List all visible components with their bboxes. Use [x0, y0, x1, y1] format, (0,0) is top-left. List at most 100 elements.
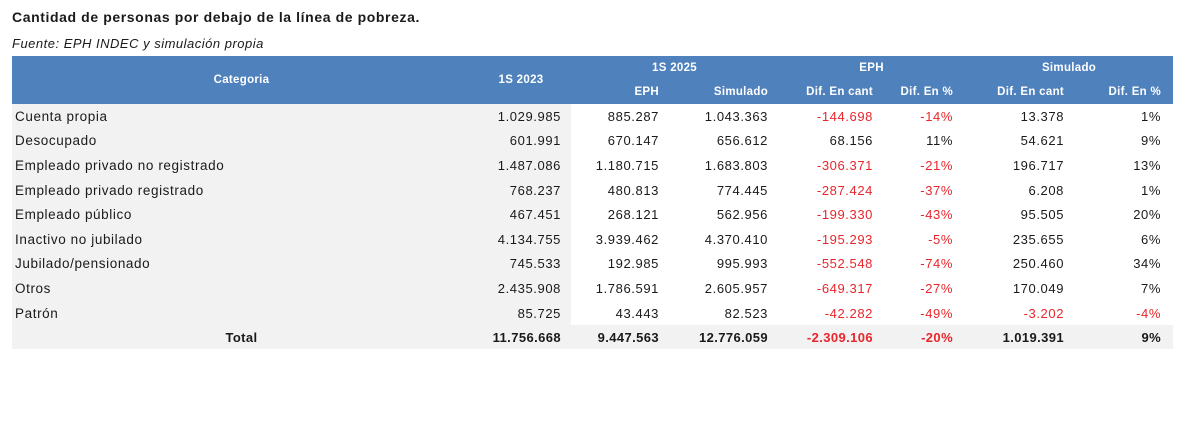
row-sim-dif-cant: 95.505: [1020, 207, 1065, 223]
row-simulado: 995.993: [716, 256, 769, 272]
table-row: Empleado público 467.451 268.121 562.956 -19…: [12, 202, 1173, 227]
row-categoria: Cuenta propia: [12, 104, 471, 129]
row-simulado: 2.605.957: [704, 280, 769, 296]
row-eph-dif-pct: -27%: [920, 280, 954, 296]
row-sim-dif-pct: 7%: [1141, 280, 1162, 296]
total-sim-dif-pct: 9%: [1074, 325, 1174, 350]
row-sim-dif-cant: 235.655: [1012, 231, 1065, 247]
row-1s-2023: 601.991: [471, 128, 571, 154]
table-row: Empleado privado no registrado 1.487.086 1…: [12, 153, 1173, 178]
row-eph-dif-cant: -306.371: [816, 157, 874, 173]
row-eph-dif-pct: -5%: [928, 231, 954, 247]
row-eph-dif-cant: -144.698: [816, 108, 874, 124]
total-1s-2023: 11.756.668: [471, 325, 571, 350]
header-eph: EPH: [571, 80, 669, 104]
row-eph-dif-pct: 11%: [926, 133, 954, 149]
row-1s-2023: 745.533: [471, 251, 571, 277]
row-eph-dif-cant: -199.330: [816, 207, 874, 223]
row-eph: 1.786.591: [595, 280, 659, 296]
total-simulado: 12.776.059: [669, 325, 779, 350]
row-sim-dif-pct: 6%: [1141, 231, 1162, 247]
row-categoria: Jubilado/pensionado: [12, 251, 471, 277]
row-eph-dif-cant: 68.156: [829, 133, 874, 149]
row-eph-dif-pct: -43%: [920, 207, 954, 223]
row-sim-dif-pct: 20%: [1133, 207, 1162, 223]
row-categoria: Patrón: [12, 300, 471, 326]
table-row: Jubilado/pensionado 745.533 192.985 995.993…: [12, 251, 1173, 277]
table-row: Desocupado 601.991 670.147 656.612 68.156 11%…: [12, 128, 1173, 154]
row-simulado: 82.523: [724, 305, 769, 321]
row-1s-2023: 2.435.908: [471, 276, 571, 301]
row-sim-dif-pct: 9%: [1141, 133, 1162, 149]
header-eph-dif-cant: Dif. En cant: [778, 80, 884, 104]
total-eph: 9.447.563: [571, 325, 669, 350]
row-eph: 3.939.462: [595, 231, 659, 247]
row-1s-2023: 4.134.755: [471, 226, 571, 252]
row-eph: 43.443: [615, 305, 659, 321]
row-eph-dif-pct: -14%: [920, 108, 954, 124]
row-eph: 1.180.715: [595, 157, 659, 173]
table-row: Empleado privado registrado 768.237 480.81…: [12, 177, 1173, 203]
row-simulado: 1.043.363: [704, 108, 769, 124]
row-sim-dif-pct: 13%: [1133, 157, 1162, 173]
row-simulado: 4.370.410: [704, 231, 769, 247]
row-1s-2023: 467.451: [471, 202, 571, 227]
row-eph-dif-cant: -649.317: [816, 280, 874, 296]
row-sim-dif-cant: 170.049: [1012, 280, 1065, 296]
table-row: Patrón 85.725 43.443 82.523 -42.282 -49% -3.20…: [12, 300, 1173, 326]
row-eph-dif-cant: -42.282: [824, 305, 874, 321]
table-row: Inactivo no jubilado 4.134.755 3.939.462 4.…: [12, 226, 1173, 252]
row-sim-dif-cant: 13.378: [1020, 108, 1065, 124]
total-eph-dif-pct: -20%: [883, 325, 966, 350]
row-simulado: 1.683.803: [704, 157, 769, 173]
row-eph-dif-pct: -49%: [920, 305, 954, 321]
row-1s-2023: 768.237: [471, 177, 571, 203]
row-categoria: Inactivo no jubilado: [12, 226, 471, 252]
header-eph-group: EPH: [778, 56, 966, 80]
row-eph-dif-cant: -195.293: [816, 231, 874, 247]
table-row: Otros 2.435.908 1.786.591 2.605.957 -649.317…: [12, 276, 1173, 301]
table-row: Cuenta propia 1.029.985 885.287 1.043.363 -1…: [12, 104, 1173, 129]
table-body: Cuenta propia 1.029.985 885.287 1.043.363 -1…: [12, 104, 1173, 326]
header-sim-dif-cant: Dif. En cant: [965, 80, 1075, 104]
row-eph: 670.147: [607, 133, 659, 149]
row-eph-dif-cant: -552.548: [816, 256, 874, 272]
header-simulado: Simulado: [669, 80, 779, 104]
row-simulado: 774.445: [716, 182, 769, 198]
header-sim-dif-pct: Dif. En %: [1074, 80, 1174, 104]
row-categoria: Empleado público: [12, 202, 471, 227]
row-eph: 885.287: [607, 108, 659, 124]
row-categoria: Empleado privado no registrado: [12, 153, 471, 178]
row-eph-dif-pct: -21%: [920, 157, 954, 173]
row-sim-dif-pct: 34%: [1133, 256, 1162, 272]
total-label: Total: [12, 325, 471, 350]
row-sim-dif-pct: -4%: [1136, 305, 1162, 321]
row-sim-dif-cant: -3.202: [1023, 305, 1065, 321]
row-eph: 268.121: [607, 207, 659, 223]
row-eph: 192.985: [607, 256, 659, 272]
row-sim-dif-cant: 196.717: [1012, 157, 1065, 173]
row-sim-dif-pct: 1%: [1141, 182, 1162, 198]
row-categoria: Desocupado: [12, 128, 471, 154]
table-title: Cantidad de personas por debajo de la lí…: [12, 9, 420, 25]
row-eph-dif-cant: -287.424: [816, 182, 874, 198]
row-eph-dif-pct: -37%: [920, 182, 954, 198]
table-source: Fuente: EPH INDEC y simulación propia: [12, 36, 264, 51]
row-sim-dif-cant: 250.460: [1012, 256, 1065, 272]
row-sim-dif-cant: 54.621: [1020, 133, 1065, 149]
total-eph-dif-cant: -2.309.106: [778, 325, 884, 350]
row-simulado: 562.956: [716, 207, 769, 223]
row-sim-dif-pct: 1%: [1141, 108, 1162, 124]
header-categoria: Categoria: [12, 56, 471, 104]
header-1s-2025: 1S 2025: [571, 56, 779, 80]
header-eph-dif-pct: Dif. En %: [883, 80, 966, 104]
header-simulado-group: Simulado: [965, 56, 1174, 80]
row-categoria: Otros: [12, 276, 471, 301]
total-sim-dif-cant: 1.019.391: [965, 325, 1075, 350]
row-1s-2023: 85.725: [471, 300, 571, 326]
row-categoria: Empleado privado registrado: [12, 177, 471, 203]
row-simulado: 656.612: [716, 133, 769, 149]
row-eph-dif-pct: -74%: [920, 256, 954, 272]
row-1s-2023: 1.029.985: [471, 104, 571, 129]
row-1s-2023: 1.487.086: [471, 153, 571, 178]
